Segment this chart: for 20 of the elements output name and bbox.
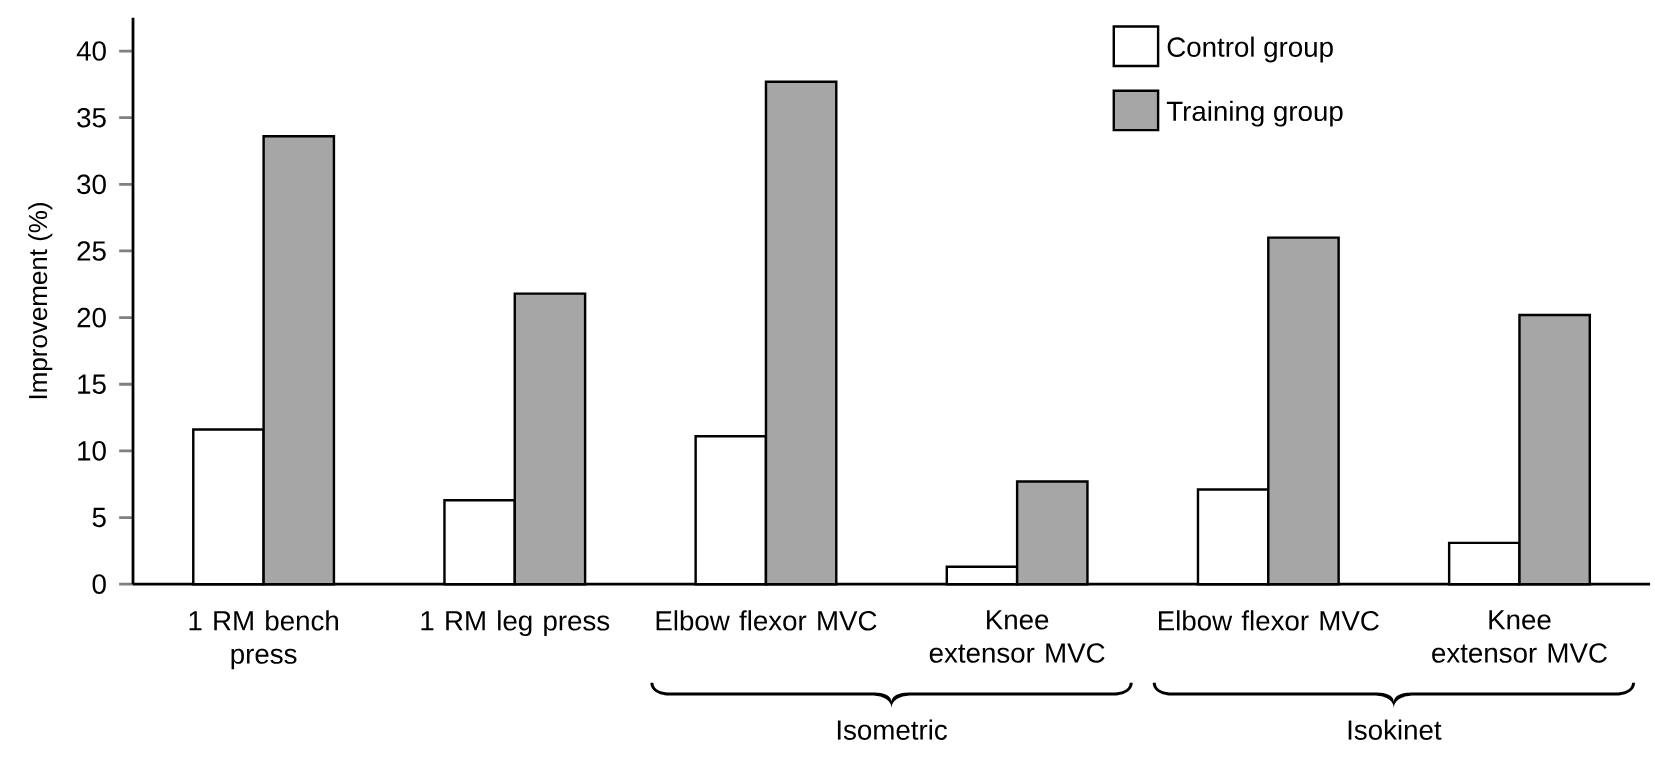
x-tick-label: Knee extensor MVC xyxy=(1432,610,1607,664)
y-tick-label: 0 xyxy=(92,574,106,595)
y-axis-title: Improvement (%) xyxy=(28,203,53,399)
y-tick-label: 25 xyxy=(77,241,106,261)
y-tick-label: 40 xyxy=(76,41,106,62)
x-tick-label: Knee extensor MVC xyxy=(929,610,1105,664)
x-tick-label: Elbow flexor MVC xyxy=(1158,610,1379,631)
y-tick-label: 5 xyxy=(92,508,106,528)
y-tick-label: 20 xyxy=(77,308,106,328)
x-tick-label: 1 RM bench press xyxy=(189,610,338,670)
y-tick-label: 10 xyxy=(78,441,106,461)
text: Isometric xyxy=(837,719,947,741)
x-tick-label: Elbow flexor MVC xyxy=(656,610,877,631)
x-tick-label: 1 RM leg press xyxy=(421,610,610,637)
y-tick-label: 35 xyxy=(77,108,106,128)
y-tick-label: 30 xyxy=(77,174,106,195)
legend-label: Training group xyxy=(1166,100,1343,127)
y-tick-label: 15 xyxy=(78,374,106,395)
legend-label: Control group xyxy=(1167,36,1333,63)
text: Isokinet xyxy=(1348,719,1442,741)
